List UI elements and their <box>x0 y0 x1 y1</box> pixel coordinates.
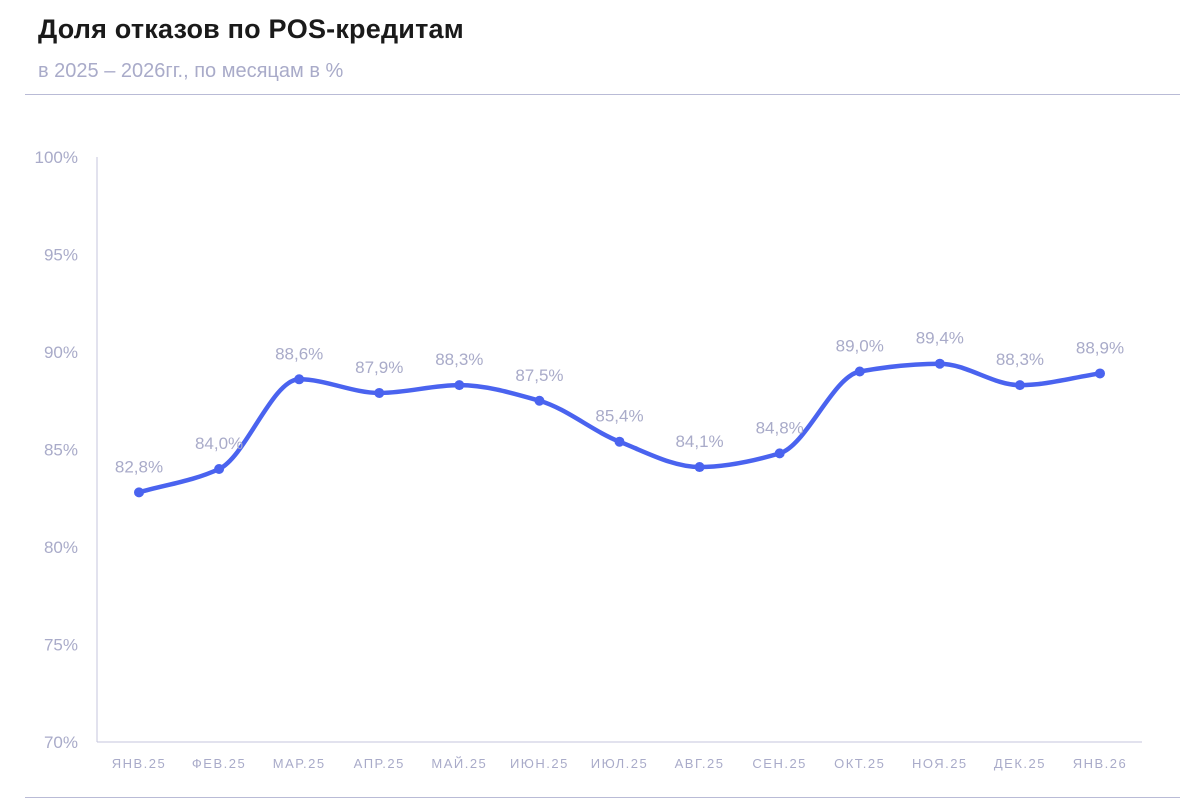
x-tick-label: НОЯ.25 <box>912 756 968 771</box>
data-label: 87,5% <box>515 366 563 385</box>
data-point <box>774 448 785 459</box>
data-point <box>614 436 625 447</box>
x-tick-label: СЕН.25 <box>752 756 807 771</box>
data-point <box>534 395 545 406</box>
data-label: 82,8% <box>115 457 163 476</box>
data-point <box>854 366 865 377</box>
bottom-divider <box>25 797 1180 798</box>
data-label: 87,9% <box>355 358 403 377</box>
data-point <box>694 462 705 473</box>
data-label: 89,0% <box>836 337 884 356</box>
x-tick-label: МАР.25 <box>273 756 326 771</box>
x-tick-label: ФЕВ.25 <box>192 756 246 771</box>
x-tick-label: МАЙ.25 <box>431 756 487 771</box>
chart-title: Доля отказов по POS-кредитам <box>38 14 464 44</box>
y-tick-label: 75% <box>44 636 78 655</box>
data-label: 85,4% <box>595 407 643 426</box>
y-tick-label: 85% <box>44 441 78 460</box>
data-point <box>294 374 305 385</box>
data-point <box>1014 380 1025 391</box>
data-label: 84,8% <box>756 418 804 437</box>
x-tick-label: ИЮН.25 <box>510 756 569 771</box>
data-label: 88,9% <box>1076 338 1124 357</box>
x-tick-label: ИЮЛ.25 <box>591 756 649 771</box>
y-axis-labels: 70% 75% 80% 85% 90% 95% 100% <box>35 148 78 752</box>
top-divider <box>25 94 1180 95</box>
data-points <box>134 358 1105 498</box>
x-tick-label: АВГ.25 <box>675 756 725 771</box>
y-tick-label: 95% <box>44 246 78 265</box>
data-point <box>1095 368 1105 379</box>
series-line <box>136 361 1103 495</box>
y-tick-label: 100% <box>35 148 78 167</box>
x-tick-label: ЯНВ.26 <box>1073 756 1128 771</box>
data-label: 88,3% <box>996 350 1044 369</box>
data-labels: 82,8% 84,0% 88,6% 87,9% 88,3% 87,5% 85,4% 84,1%… <box>115 329 1124 477</box>
data-label: 88,6% <box>275 344 323 363</box>
data-point <box>374 387 385 398</box>
data-point <box>134 487 144 498</box>
data-point <box>454 380 465 391</box>
x-axis-labels: ЯНВ.25 ФЕВ.25 МАР.25 АПР.25 МАЙ.25 ИЮН.25 ИЮЛ.… <box>112 756 1128 771</box>
x-tick-label: ДЕК.25 <box>994 756 1046 771</box>
y-tick-label: 80% <box>44 538 78 557</box>
data-label: 84,1% <box>675 432 723 451</box>
x-tick-label: ОКТ.25 <box>834 756 885 771</box>
chart-subtitle: в 2025 – 2026гг., по месяцам в % <box>38 60 344 82</box>
x-tick-label: АПР.25 <box>354 756 405 771</box>
y-tick-label: 90% <box>44 343 78 362</box>
x-tick-label: ЯНВ.25 <box>112 756 167 771</box>
data-point <box>934 358 945 369</box>
y-tick-label: 70% <box>44 733 78 752</box>
data-label: 84,0% <box>195 434 243 453</box>
data-point <box>214 464 225 474</box>
data-label: 88,3% <box>435 350 483 369</box>
data-label: 89,4% <box>916 329 964 348</box>
